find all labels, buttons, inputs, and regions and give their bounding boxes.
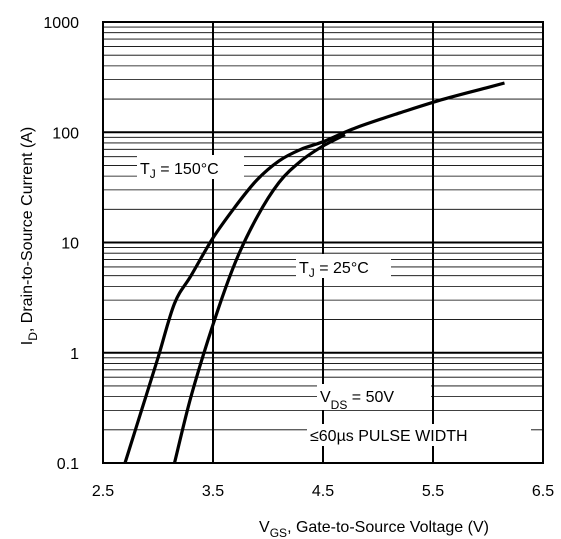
x-tick-labels: 2.5 3.5 4.5 5.5 6.5 bbox=[92, 483, 554, 500]
plot-frame bbox=[102, 21, 544, 464]
x-tick-label: 5.5 bbox=[422, 483, 444, 500]
x-tick-label: 4.5 bbox=[312, 483, 334, 500]
annotation-tj-150-text: TJ = 150°C bbox=[140, 161, 219, 181]
annotation-pulse-text: ≤60µs PULSE WIDTH bbox=[310, 428, 468, 445]
x-tick-label: 6.5 bbox=[532, 483, 554, 500]
x-tick-label: 3.5 bbox=[202, 483, 224, 500]
y-tick-label: 0.1 bbox=[57, 456, 79, 473]
y-axis-title: ID, Drain-to-Source Current (A) bbox=[19, 127, 40, 346]
y-tick-label: 10 bbox=[61, 236, 79, 253]
annotation-vds-text: VDS = 50V bbox=[320, 389, 394, 412]
annotation-tj-150: TJ = 150°C bbox=[137, 155, 244, 181]
annotation-pulse: ≤60µs PULSE WIDTH bbox=[307, 424, 531, 446]
series-layer bbox=[123, 81, 505, 464]
annotation-vds: VDS = 50V bbox=[317, 384, 431, 412]
annotation-tj-25-text: TJ = 25°C bbox=[299, 260, 369, 280]
y-tick-labels: 0.1 1 10 100 1000 bbox=[43, 15, 79, 473]
y-tick-label: 1000 bbox=[43, 15, 79, 32]
series-line-1 bbox=[172, 133, 346, 464]
y-tick-label: 100 bbox=[52, 125, 79, 142]
series-line-0 bbox=[123, 81, 505, 464]
annotation-tj-25: TJ = 25°C bbox=[296, 254, 391, 280]
x-tick-label: 2.5 bbox=[92, 483, 114, 500]
x-axis-title: VGS, Gate-to-Source Voltage (V) bbox=[259, 519, 489, 539]
y-tick-label: 1 bbox=[70, 346, 79, 363]
